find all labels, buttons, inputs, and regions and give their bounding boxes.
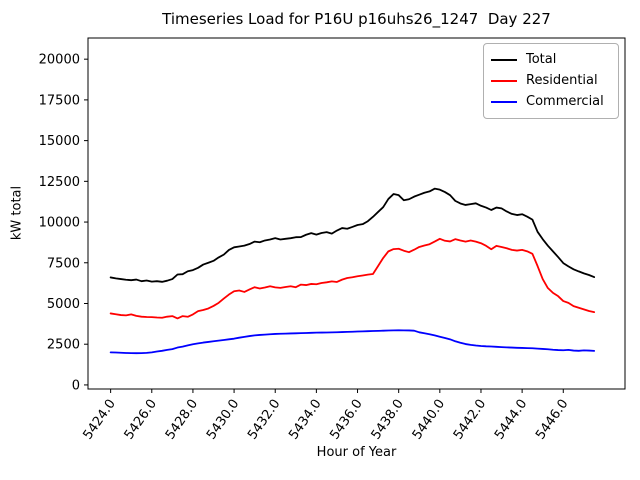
commercial-line	[109, 329, 596, 355]
total-line	[109, 187, 596, 283]
x-tick-label: 5446.0	[533, 397, 571, 443]
y-axis-label-text: kW total	[9, 185, 25, 241]
y-tick-label: 2500	[47, 338, 80, 353]
x-tick-label: 5442.0	[451, 397, 489, 443]
y-tick-label: 5000	[47, 297, 80, 312]
legend-label-commercial: Commercial	[526, 94, 604, 109]
x-tick-label: 5436.0	[327, 397, 365, 443]
legend-label-residential: Residential	[526, 73, 598, 88]
x-tick-label: 5428.0	[163, 397, 201, 443]
x-tick-label: 5438.0	[369, 397, 407, 443]
x-axis-label: Hour of Year	[316, 445, 397, 460]
y-tick-label: 12500	[39, 175, 80, 190]
residential-line-sample	[491, 79, 517, 82]
commercial-line-sample	[491, 100, 517, 103]
total-line-sample	[491, 58, 517, 61]
x-tick-label: 5444.0	[492, 397, 530, 443]
x-tick-label: 5432.0	[245, 397, 283, 443]
x-tick-label: 5426.0	[122, 397, 160, 443]
y-tick-label: 10000	[39, 216, 80, 231]
y-tick-label: 20000	[39, 53, 80, 68]
y-tick-label: 7500	[47, 256, 80, 271]
y-tick-label: 17500	[39, 93, 80, 108]
x-tick-label: 5440.0	[410, 397, 448, 443]
residential-line	[109, 237, 596, 320]
legend-entry-commercial: Commercial	[491, 91, 610, 112]
chart-title: Timeseries Load for P16U p16uhs26_1247 D…	[162, 10, 551, 28]
axes-frame	[87, 37, 626, 390]
legend-entry-total: Total	[491, 49, 610, 70]
x-tick-label: 5434.0	[286, 397, 324, 443]
x-tick-label: 5424.0	[81, 397, 119, 443]
x-tick-label: 5430.0	[204, 397, 242, 443]
legend-label-total: Total	[526, 52, 557, 67]
legend: Total Residential Commercial	[483, 43, 619, 119]
legend-entry-residential: Residential	[491, 70, 610, 91]
y-tick-label: 15000	[39, 134, 80, 149]
y-tick-label: 0	[72, 378, 80, 393]
